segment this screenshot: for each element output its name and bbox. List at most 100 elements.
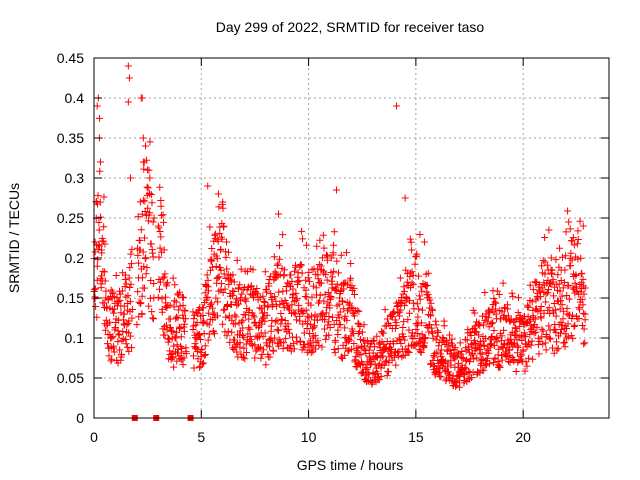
- data-point: [163, 282, 171, 290]
- data-point-outlier: [96, 158, 104, 166]
- data-point: [380, 361, 388, 369]
- data-point: [144, 204, 152, 212]
- data-point-outlier: [204, 182, 212, 190]
- data-point: [225, 280, 233, 288]
- data-point: [347, 304, 355, 312]
- data-point: [258, 350, 266, 358]
- data-point: [410, 332, 418, 340]
- data-point: [114, 327, 122, 335]
- data-point: [498, 332, 506, 340]
- data-point: [222, 313, 230, 321]
- data-point: [429, 334, 437, 342]
- data-point: [176, 302, 184, 310]
- data-point: [266, 343, 274, 351]
- data-point: [126, 264, 134, 272]
- data-point: [160, 246, 168, 254]
- data-point: [245, 324, 253, 332]
- data-point: [320, 297, 328, 305]
- data-point: [214, 298, 222, 306]
- data-point: [476, 322, 484, 330]
- data-point: [561, 266, 569, 274]
- data-point: [288, 301, 296, 309]
- data-point: [399, 333, 407, 341]
- data-point: [235, 331, 243, 339]
- data-point: [118, 351, 126, 359]
- data-point: [416, 231, 424, 239]
- data-point: [277, 320, 285, 328]
- data-point: [581, 316, 589, 324]
- data-point: [229, 271, 237, 279]
- data-point: [478, 350, 486, 358]
- data-point: [124, 292, 132, 300]
- data-point: [280, 339, 288, 347]
- grid-lines: [94, 58, 609, 418]
- data-point: [182, 315, 190, 323]
- data-point: [242, 297, 250, 305]
- data-point: [508, 289, 516, 297]
- data-point: [525, 303, 533, 311]
- data-point: [448, 335, 456, 343]
- data-point: [223, 265, 231, 273]
- data-point: [330, 346, 338, 354]
- data-point: [396, 274, 404, 282]
- data-point: [486, 360, 494, 368]
- data-point: [545, 322, 553, 330]
- data-point: [556, 244, 564, 252]
- data-point: [128, 305, 136, 313]
- data-point: [208, 244, 216, 252]
- data-point-outlier: [214, 190, 222, 198]
- data-point: [231, 311, 239, 319]
- data-point: [128, 245, 136, 253]
- data-point: [391, 324, 399, 332]
- data-point: [537, 293, 545, 301]
- data-point: [212, 294, 220, 302]
- data-point: [372, 353, 380, 361]
- data-point: [149, 315, 157, 323]
- data-point: [426, 321, 434, 329]
- data-point: [92, 302, 100, 310]
- data-point: [101, 268, 109, 276]
- data-point: [568, 311, 576, 319]
- data-point: [335, 300, 343, 308]
- data-point: [267, 290, 275, 298]
- data-point: [446, 331, 454, 339]
- data-point: [580, 340, 588, 348]
- data-point: [571, 321, 579, 329]
- data-point: [149, 218, 157, 226]
- data-point: [327, 293, 335, 301]
- data-point: [204, 276, 212, 284]
- data-point: [110, 348, 118, 356]
- data-point: [565, 218, 573, 226]
- data-point: [139, 274, 147, 282]
- data-point: [415, 305, 423, 313]
- y-tick-label: 0.2: [65, 250, 85, 266]
- data-point: [407, 238, 415, 246]
- data-point: [179, 294, 187, 302]
- data-point: [365, 346, 373, 354]
- data-point: [110, 305, 118, 313]
- data-point: [546, 335, 554, 343]
- data-point: [326, 323, 334, 331]
- data-point: [362, 350, 370, 358]
- data-point: [217, 245, 225, 253]
- data-point: [94, 245, 102, 253]
- data-point: [320, 244, 328, 252]
- data-point: [215, 273, 223, 281]
- data-point: [237, 265, 245, 273]
- data-point: [574, 255, 582, 263]
- y-tick-label: 0.35: [57, 130, 84, 146]
- data-point: [311, 322, 319, 330]
- data-point: [154, 293, 162, 301]
- data-point: [476, 349, 484, 357]
- data-point: [292, 263, 300, 271]
- data-point: [493, 287, 501, 295]
- data-point: [179, 301, 187, 309]
- data-point: [573, 240, 581, 248]
- data-point: [553, 346, 561, 354]
- data-point: [292, 316, 300, 324]
- data-point: [330, 267, 338, 275]
- data-point: [173, 328, 181, 336]
- data-point: [411, 260, 419, 268]
- data-point: [282, 299, 290, 307]
- data-point: [404, 347, 412, 355]
